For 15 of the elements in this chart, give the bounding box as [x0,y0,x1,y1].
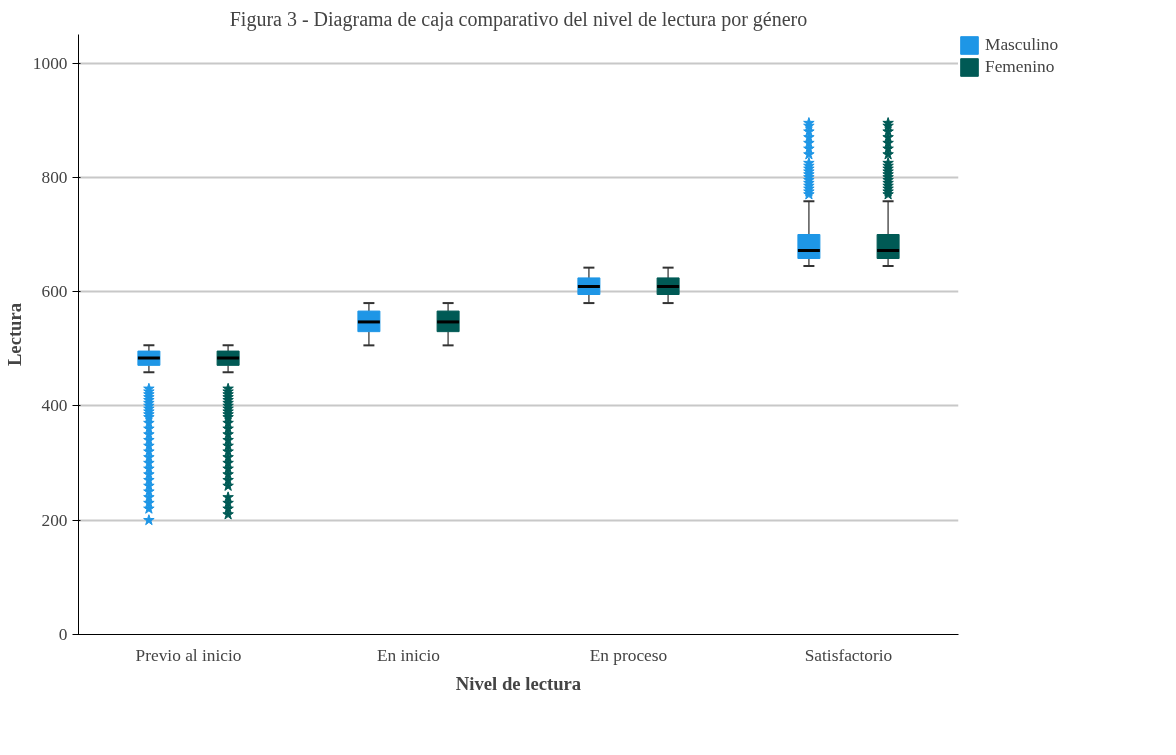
x-axis-title: Nivel de lectura [455,672,582,694]
chart-title: Figura 3 - Diagrama de caja comparativo del nivel de lectura por género [229,7,808,31]
y-tick-label: 600 [41,282,68,302]
y-tick-label: 0 [58,625,68,644]
legend-label: Femenino [985,57,1056,77]
y-tick-label: 1000 [32,53,68,73]
x-tick-label: En inicio [376,645,441,665]
y-axis-title: Lectura [3,302,25,367]
y-tick-label: 200 [41,510,68,530]
y-tick-label: 800 [41,167,68,187]
x-tick-label: Previo al inicio [135,645,242,665]
x-tick-label: En proceso [589,645,668,665]
x-tick-label: Satisfactorio [804,645,893,665]
legend-label: Masculino [985,35,1060,55]
y-tick-label: 400 [41,396,68,416]
